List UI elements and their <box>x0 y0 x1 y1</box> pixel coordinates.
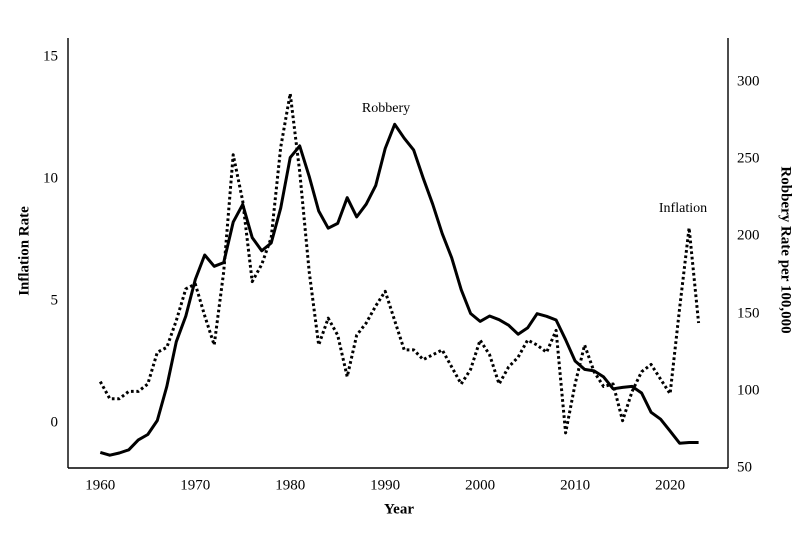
tick-x-label: 1960 <box>85 477 116 494</box>
tick-right-label: 150 <box>737 305 760 322</box>
tick-x-label: 1980 <box>275 477 306 494</box>
tick-x-label: 1970 <box>180 477 211 494</box>
robbery-series-label: Robbery <box>361 101 411 116</box>
tick-right-label: 250 <box>737 150 760 167</box>
robbery-line <box>99 122 699 457</box>
tick-x-label: 2010 <box>560 477 591 494</box>
tick-left-label: 0 <box>50 414 59 431</box>
tick-right-label: 50 <box>737 459 752 476</box>
tick-left-label: 5 <box>50 292 59 309</box>
inflation-line <box>98 92 701 435</box>
tick-x-label: 2020 <box>655 477 686 494</box>
left-axis-title: Inflation Rate <box>16 206 33 296</box>
inflation-series-label: Inflation <box>658 201 708 216</box>
x-axis-title: Year <box>384 501 414 518</box>
axis-lines <box>67 38 729 469</box>
tick-x-label: 2000 <box>465 477 496 494</box>
tick-right-label: 100 <box>737 382 760 399</box>
tick-right-label: 200 <box>737 227 760 244</box>
right-axis-title: Robbery Rate per 100,000 <box>777 166 794 334</box>
tick-right-label: 300 <box>737 73 760 90</box>
tick-x-label: 1990 <box>370 477 401 494</box>
tick-left-label: 10 <box>43 170 58 187</box>
tick-left-label: 15 <box>43 48 58 65</box>
